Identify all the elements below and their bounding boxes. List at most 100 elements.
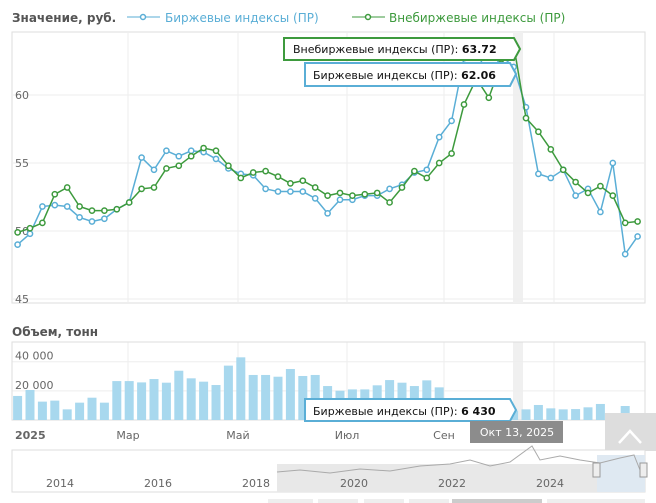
data-point[interactable] [423, 166, 431, 174]
volume-bar[interactable] [112, 381, 122, 420]
data-point[interactable] [63, 184, 71, 191]
data-point[interactable] [287, 188, 294, 195]
data-point[interactable] [225, 162, 232, 170]
navigator-handle-left[interactable] [592, 462, 601, 478]
data-point[interactable] [51, 201, 59, 209]
legend-item-otc[interactable]: Внебиржевые индексы (ПР) [352, 11, 565, 25]
data-point[interactable] [101, 215, 108, 223]
data-point[interactable] [76, 203, 83, 210]
scroll-top-button[interactable] [605, 413, 656, 451]
data-point[interactable] [349, 192, 356, 199]
data-point[interactable] [26, 224, 34, 232]
data-point[interactable] [621, 219, 629, 227]
volume-bar[interactable] [37, 401, 47, 420]
volume-bar[interactable] [137, 382, 147, 420]
data-point[interactable] [212, 155, 220, 163]
navigator-selected-range[interactable] [597, 455, 645, 492]
data-point[interactable] [51, 190, 59, 198]
data-point[interactable] [398, 184, 406, 191]
data-point[interactable] [597, 208, 604, 216]
volume-bar[interactable] [199, 381, 209, 420]
data-point[interactable] [448, 150, 455, 157]
data-point[interactable] [287, 180, 294, 187]
data-point[interactable] [535, 170, 542, 178]
data-point[interactable] [634, 218, 641, 225]
volume-bar[interactable] [533, 404, 543, 420]
data-point[interactable] [386, 199, 393, 206]
data-point[interactable] [150, 184, 158, 191]
data-point[interactable] [187, 147, 195, 155]
data-point[interactable] [609, 159, 617, 167]
volume-bar[interactable] [13, 395, 23, 420]
data-point[interactable] [411, 167, 418, 175]
volume-bar[interactable] [62, 409, 72, 420]
volume-bar[interactable] [50, 400, 60, 420]
data-point[interactable] [299, 188, 307, 195]
volume-bar[interactable] [310, 374, 320, 420]
volume-bar[interactable] [87, 397, 97, 420]
data-point[interactable] [547, 174, 555, 182]
data-point[interactable] [423, 174, 431, 182]
data-point[interactable] [274, 173, 282, 180]
data-point[interactable] [14, 229, 21, 236]
data-point[interactable] [311, 184, 319, 191]
data-point[interactable] [597, 182, 604, 190]
data-point[interactable] [336, 196, 344, 204]
data-point[interactable] [163, 165, 170, 172]
data-point[interactable] [559, 166, 567, 174]
data-point[interactable] [547, 146, 555, 153]
data-point[interactable] [163, 147, 170, 155]
data-point[interactable] [14, 241, 21, 248]
volume-bar[interactable] [261, 374, 271, 420]
data-point[interactable] [435, 133, 443, 141]
volume-bar[interactable] [521, 409, 531, 420]
volume-bar[interactable] [99, 402, 109, 420]
volume-bar[interactable] [546, 408, 556, 420]
data-point[interactable] [373, 189, 381, 197]
data-point[interactable] [311, 195, 319, 202]
volume-bar[interactable] [236, 357, 246, 420]
data-point[interactable] [138, 154, 145, 161]
data-point[interactable] [76, 214, 83, 221]
data-point[interactable] [584, 189, 592, 197]
volume-bar[interactable] [571, 409, 581, 420]
data-point[interactable] [572, 192, 579, 199]
data-point[interactable] [324, 192, 331, 199]
volume-bar[interactable] [285, 368, 295, 420]
data-point[interactable] [237, 174, 245, 182]
data-point[interactable] [460, 101, 468, 108]
data-point[interactable] [572, 178, 579, 186]
data-point[interactable] [361, 190, 369, 198]
range-selector-buttons[interactable] [268, 499, 645, 503]
data-point[interactable] [448, 117, 455, 125]
volume-bar[interactable] [161, 382, 171, 420]
data-point[interactable] [39, 219, 46, 227]
volume-bar[interactable] [273, 376, 283, 420]
data-point[interactable] [88, 207, 96, 214]
data-point[interactable] [113, 205, 121, 213]
data-point[interactable] [125, 199, 133, 206]
volume-bar[interactable] [558, 409, 568, 420]
volume-bar[interactable] [174, 370, 184, 420]
data-point[interactable] [212, 147, 220, 155]
volume-bar[interactable] [223, 365, 233, 420]
data-point[interactable] [88, 218, 96, 225]
data-point[interactable] [336, 189, 344, 197]
data-point[interactable] [150, 166, 158, 174]
volume-bar[interactable] [298, 375, 308, 420]
data-point[interactable] [200, 144, 207, 152]
data-point[interactable] [187, 152, 195, 160]
data-point[interactable] [435, 159, 443, 167]
data-point[interactable] [63, 203, 71, 210]
volume-bar[interactable] [186, 378, 196, 420]
data-point[interactable] [26, 230, 34, 238]
volume-bar[interactable] [248, 374, 258, 420]
data-point[interactable] [39, 203, 46, 210]
data-point[interactable] [262, 185, 269, 193]
data-point[interactable] [274, 188, 282, 195]
volume-bar[interactable] [124, 381, 134, 420]
volume-bar[interactable] [25, 389, 35, 420]
data-point[interactable] [299, 177, 307, 185]
data-point[interactable] [609, 192, 617, 199]
volume-bar[interactable] [595, 403, 605, 420]
